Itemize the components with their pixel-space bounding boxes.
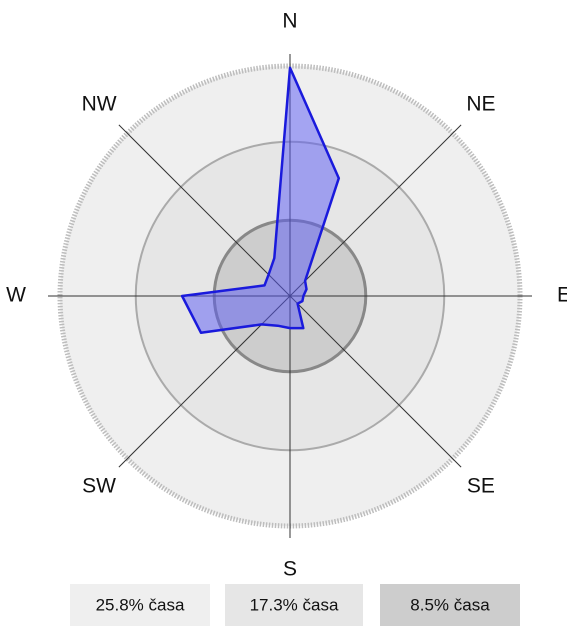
direction-label: W <box>6 284 26 307</box>
legend-box <box>70 584 210 626</box>
legend-label: 25.8% časa <box>96 595 185 614</box>
axis-line <box>289 124 462 297</box>
legend-box <box>380 584 520 626</box>
direction-label: SE <box>467 474 495 497</box>
axis-line <box>118 124 291 297</box>
direction-label: NE <box>466 93 495 116</box>
legend-label: 17.3% časa <box>250 595 339 614</box>
wind-area <box>180 66 341 335</box>
legend-label: 8.5% časa <box>410 595 490 614</box>
direction-label: E <box>557 284 567 307</box>
direction-label: NW <box>82 93 117 116</box>
direction-label: SW <box>82 474 116 497</box>
direction-label: S <box>283 558 297 581</box>
legend-box <box>225 584 363 626</box>
direction-label: N <box>282 10 297 33</box>
axis-line <box>289 295 462 468</box>
